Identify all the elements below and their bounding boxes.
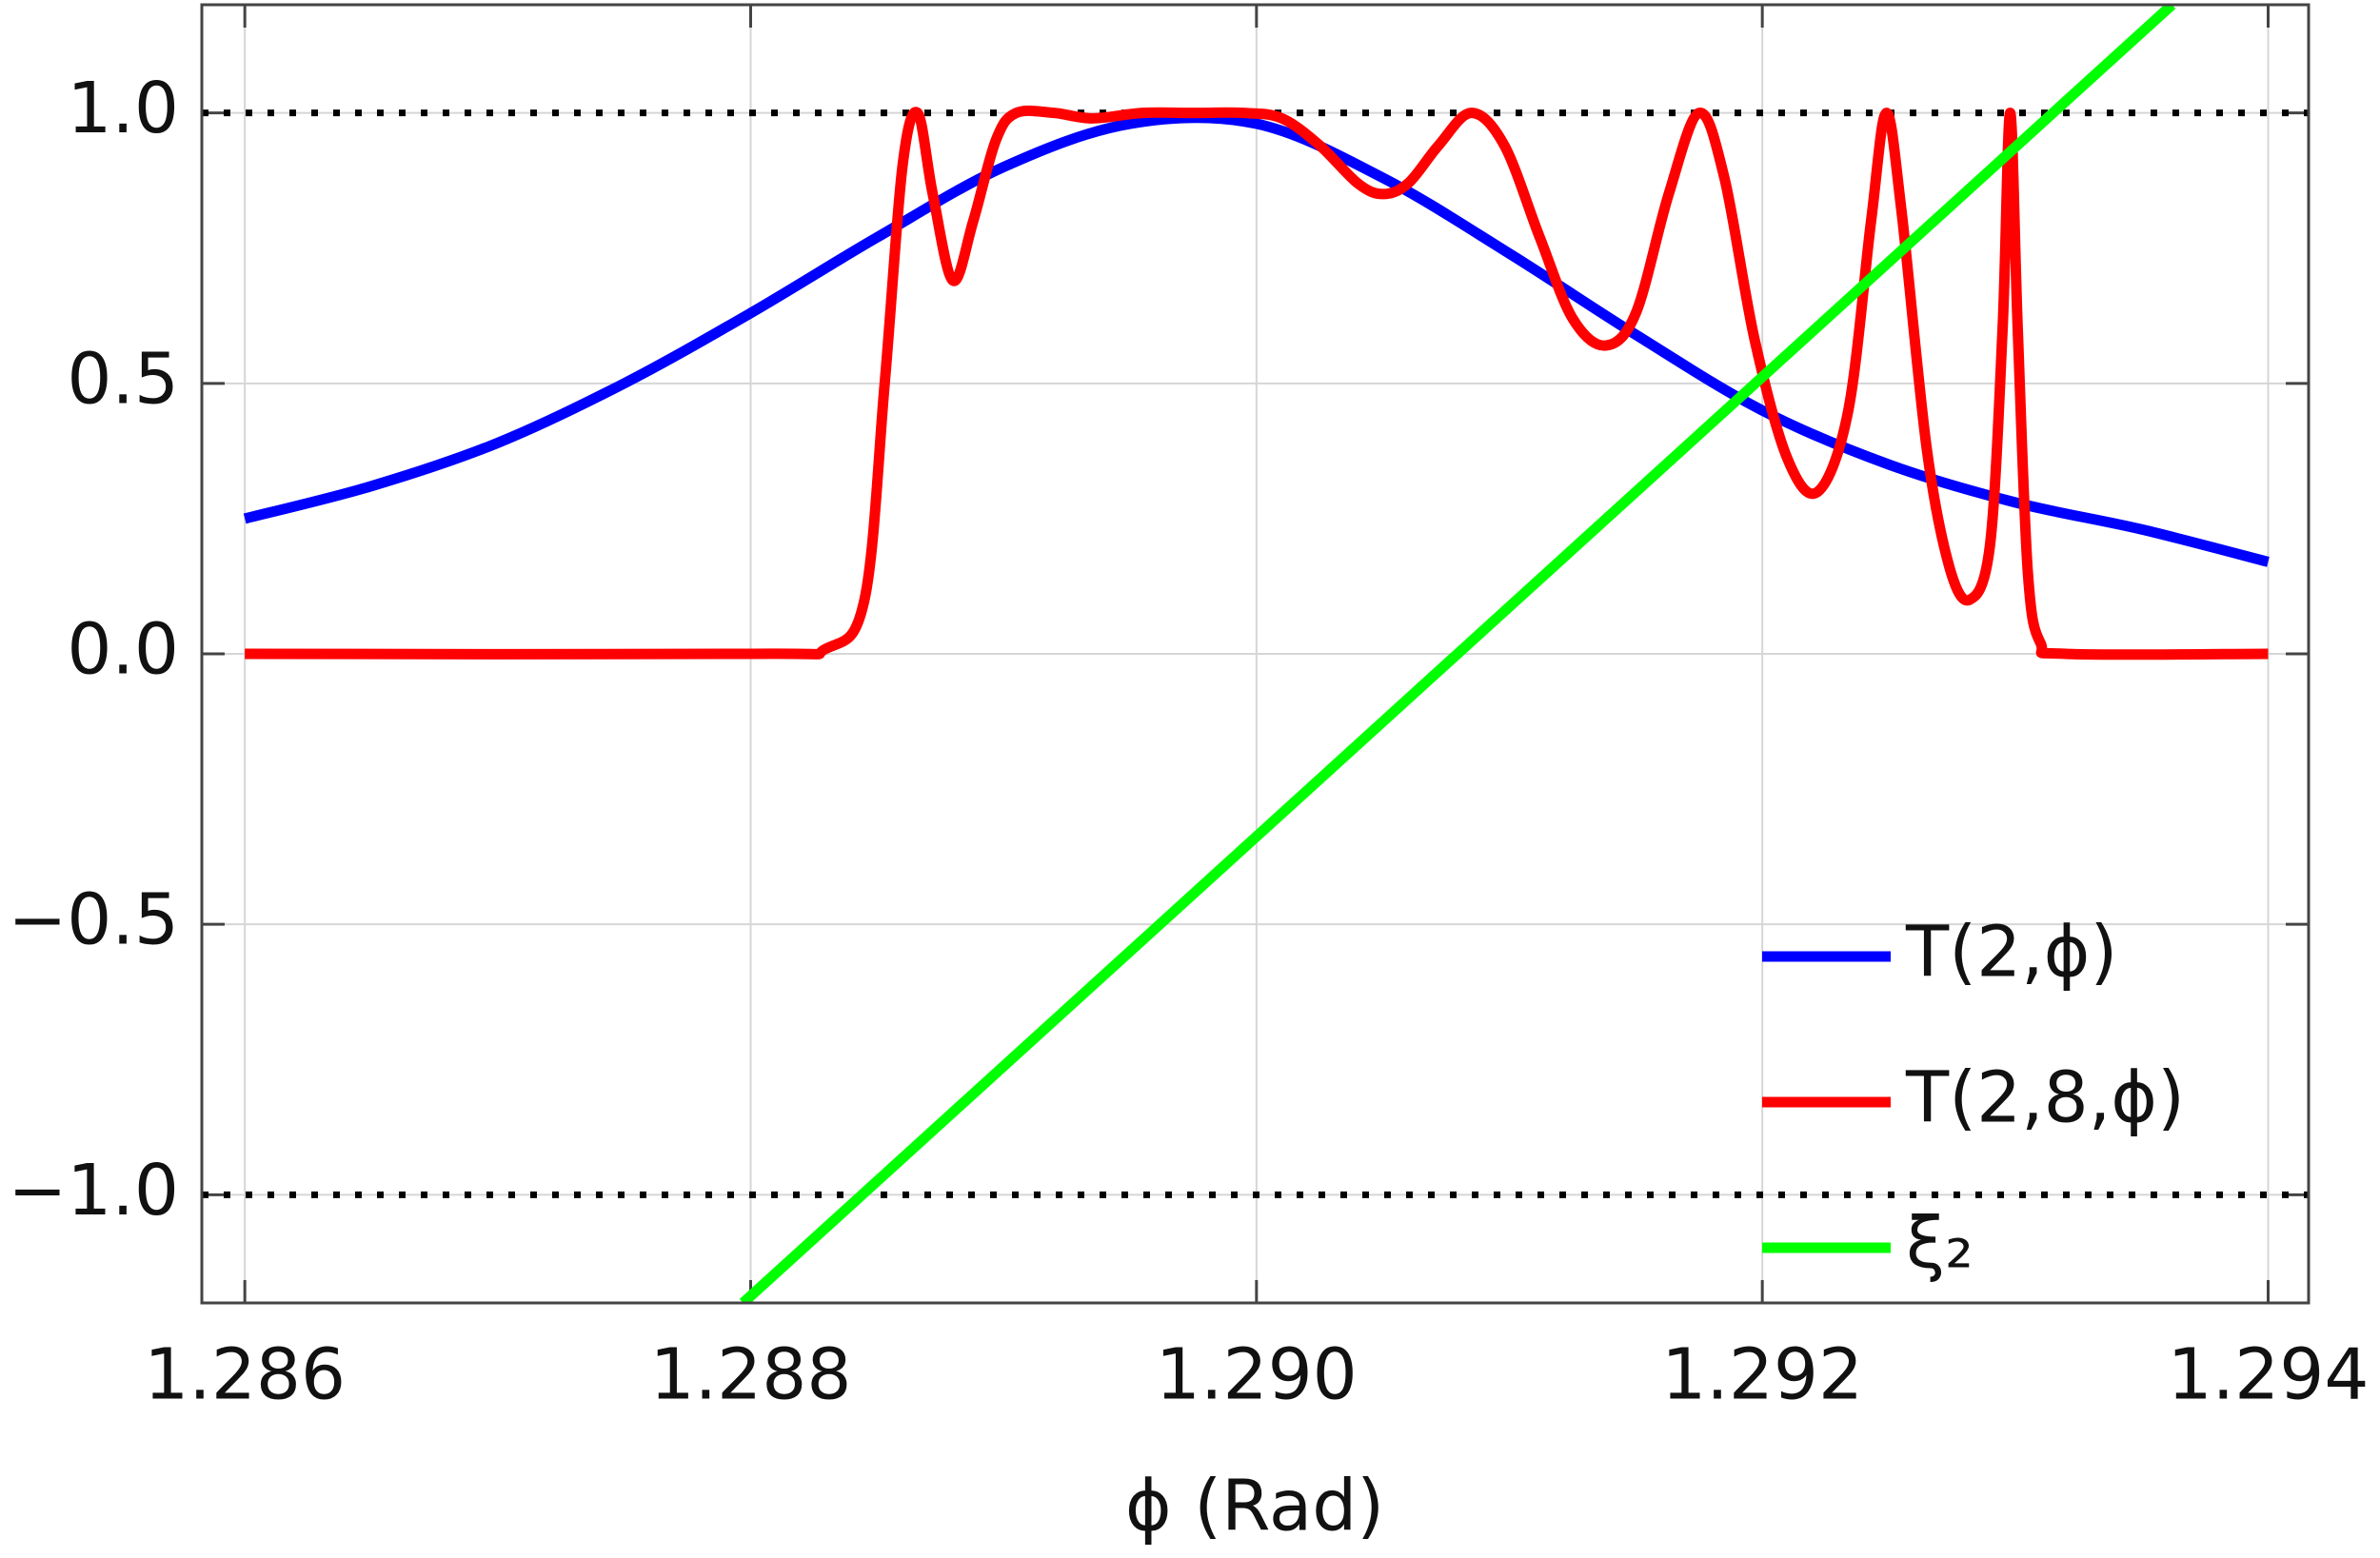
plot-frame: [200, 3, 2311, 1305]
series-line: [739, 5, 2176, 1303]
legend-label: T(2,ϕ): [1905, 912, 2117, 994]
legend-label: ξ₂: [1906, 1203, 1973, 1285]
x-tick-label: 1.294: [2168, 1334, 2370, 1416]
x-tick-label: 1.288: [650, 1334, 852, 1416]
y-tick-label: 0.0: [67, 609, 179, 691]
y-tick-label: −1.0: [8, 1150, 179, 1232]
y-tick-label: 0.5: [67, 338, 179, 420]
series-line: [245, 105, 2269, 661]
x-tick-label: 1.292: [1661, 1334, 1863, 1416]
legend-label: T(2,8,ϕ): [1905, 1057, 2185, 1139]
y-tick-label: 1.0: [67, 68, 179, 149]
y-tick-label: −0.5: [8, 879, 179, 961]
series-line: [243, 112, 2270, 567]
x-axis-label: ϕ (Rad): [1125, 1466, 1384, 1548]
x-tick-label: 1.286: [144, 1334, 346, 1416]
x-tick-label: 1.290: [1156, 1334, 1358, 1416]
